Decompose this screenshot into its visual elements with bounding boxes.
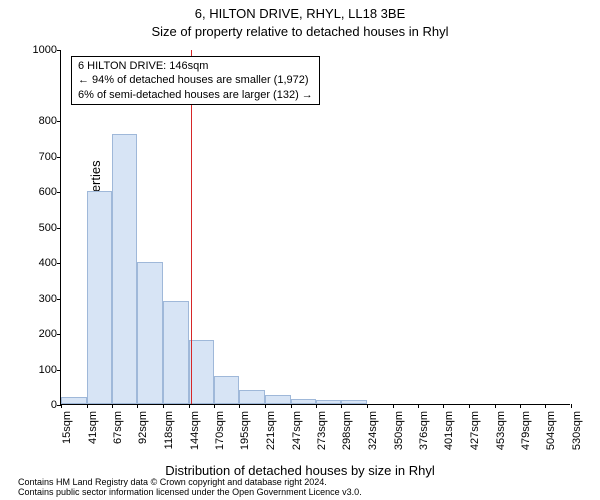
- y-tick-mark: [57, 263, 61, 264]
- y-tick-mark: [57, 121, 61, 122]
- histogram-bar: [291, 399, 317, 404]
- x-tick-label: 298sqm: [341, 411, 353, 451]
- y-tick-label: 700: [29, 151, 57, 163]
- x-tick-mark: [545, 404, 546, 408]
- histogram-bar: [87, 191, 113, 404]
- x-tick-mark: [495, 404, 496, 408]
- x-tick-label: 67sqm: [112, 411, 124, 451]
- footer-text: Contains HM Land Registry data © Crown c…: [18, 478, 362, 498]
- y-tick-mark: [57, 370, 61, 371]
- x-tick-label: 195sqm: [239, 411, 251, 451]
- y-tick-label: 300: [29, 293, 57, 305]
- histogram-bar: [341, 400, 367, 404]
- histogram-bar: [316, 400, 341, 404]
- x-axis-label: Distribution of detached houses by size …: [0, 463, 600, 478]
- chart-title: 6, HILTON DRIVE, RHYL, LL18 3BE: [0, 6, 600, 21]
- y-tick-label: 400: [29, 257, 57, 269]
- histogram-bar: [189, 340, 215, 404]
- x-tick-label: 427sqm: [469, 411, 481, 451]
- x-tick-label: 376sqm: [418, 411, 430, 451]
- annotation-line2: ← 94% of detached houses are smaller (1,…: [78, 73, 313, 87]
- y-tick-label: 200: [29, 328, 57, 340]
- x-tick-mark: [291, 404, 292, 408]
- x-tick-label: 221sqm: [265, 411, 277, 451]
- x-tick-mark: [137, 404, 138, 408]
- x-tick-mark: [469, 404, 470, 408]
- histogram-bar: [239, 390, 265, 404]
- x-tick-mark: [367, 404, 368, 408]
- footer-line2: Contains public sector information licen…: [18, 488, 362, 498]
- x-tick-mark: [443, 404, 444, 408]
- x-tick-label: 247sqm: [291, 411, 303, 451]
- x-tick-label: 479sqm: [520, 411, 532, 451]
- x-tick-label: 453sqm: [495, 411, 507, 451]
- x-tick-mark: [61, 404, 62, 408]
- x-tick-mark: [239, 404, 240, 408]
- x-tick-label: 530sqm: [571, 411, 583, 451]
- histogram-bar: [163, 301, 189, 404]
- y-tick-label: 0: [29, 399, 57, 411]
- x-tick-mark: [189, 404, 190, 408]
- x-tick-mark: [214, 404, 215, 408]
- x-tick-mark: [112, 404, 113, 408]
- x-tick-mark: [87, 404, 88, 408]
- y-tick-mark: [57, 157, 61, 158]
- x-tick-label: 273sqm: [316, 411, 328, 451]
- x-tick-mark: [393, 404, 394, 408]
- x-tick-label: 350sqm: [393, 411, 405, 451]
- y-tick-label: 1000: [29, 44, 57, 56]
- histogram-bar: [61, 397, 87, 404]
- y-tick-mark: [57, 228, 61, 229]
- x-tick-mark: [163, 404, 164, 408]
- y-tick-label: 500: [29, 222, 57, 234]
- x-tick-label: 401sqm: [443, 411, 455, 451]
- chart-container: 6, HILTON DRIVE, RHYL, LL18 3BE Size of …: [0, 0, 600, 500]
- x-tick-label: 92sqm: [137, 411, 149, 451]
- x-tick-mark: [520, 404, 521, 408]
- y-tick-label: 100: [29, 364, 57, 376]
- x-tick-label: 324sqm: [367, 411, 379, 451]
- histogram-bar: [265, 395, 291, 404]
- x-tick-mark: [265, 404, 266, 408]
- y-tick-mark: [57, 192, 61, 193]
- x-tick-mark: [571, 404, 572, 408]
- x-tick-label: 144sqm: [189, 411, 201, 451]
- annotation-line3: 6% of semi-detached houses are larger (1…: [78, 88, 313, 102]
- x-tick-label: 170sqm: [214, 411, 226, 451]
- chart-subtitle: Size of property relative to detached ho…: [0, 24, 600, 39]
- histogram-bar: [214, 376, 239, 404]
- y-tick-mark: [57, 299, 61, 300]
- x-tick-mark: [418, 404, 419, 408]
- x-tick-label: 15sqm: [61, 411, 73, 451]
- y-tick-mark: [57, 334, 61, 335]
- histogram-bar: [112, 134, 137, 404]
- x-tick-label: 504sqm: [545, 411, 557, 451]
- annotation-box: 6 HILTON DRIVE: 146sqm← 94% of detached …: [71, 56, 320, 105]
- x-tick-label: 118sqm: [163, 411, 175, 451]
- y-tick-mark: [57, 50, 61, 51]
- annotation-line1: 6 HILTON DRIVE: 146sqm: [78, 59, 313, 73]
- y-tick-label: 600: [29, 186, 57, 198]
- x-tick-label: 41sqm: [87, 411, 99, 451]
- plot-area: 0100200300400500600700800100015sqm41sqm6…: [60, 50, 570, 405]
- x-tick-mark: [341, 404, 342, 408]
- histogram-bar: [137, 262, 163, 404]
- y-tick-label: 800: [29, 115, 57, 127]
- x-tick-mark: [316, 404, 317, 408]
